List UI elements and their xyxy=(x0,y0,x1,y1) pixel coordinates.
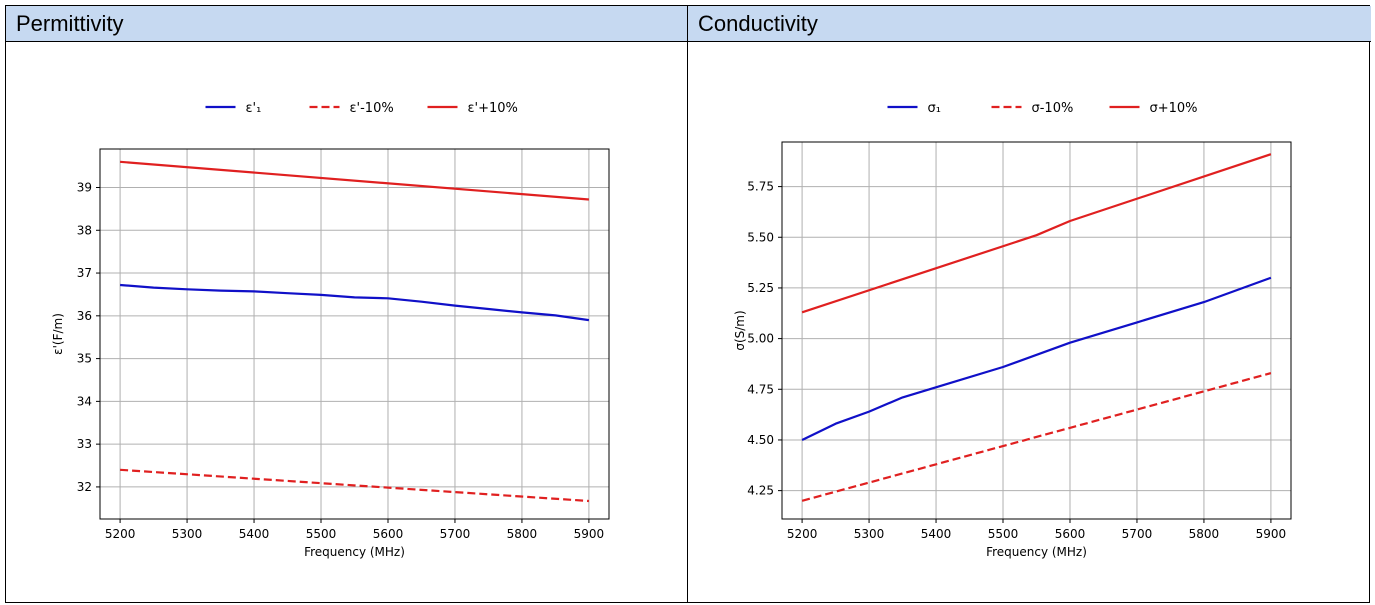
series-line xyxy=(801,276,1272,441)
y-tick-label: 5.75 xyxy=(747,180,774,194)
y-tick-label: 4.25 xyxy=(747,484,774,498)
x-tick-label: 5200 xyxy=(105,527,136,541)
conductivity-cell: 5200 5300 5400 5500 5600 5700 5800 5900 4.25 4.50… xyxy=(688,42,1371,602)
figure-table: Permittivity Conductivity 5200 5300 5400 55… xyxy=(5,5,1371,603)
y-tick-label: 4.50 xyxy=(747,433,774,447)
conductivity-header: Conductivity xyxy=(688,6,1371,42)
y-tick-label: 37 xyxy=(77,266,92,280)
x-tick-label: 5400 xyxy=(921,527,952,541)
y-tick-label: 5.50 xyxy=(747,230,774,244)
x-tick-label: 5600 xyxy=(1055,527,1086,541)
series-line xyxy=(120,468,589,503)
x-tick-label: 5900 xyxy=(1256,527,1287,541)
permittivity-header: Permittivity xyxy=(6,6,688,42)
y-tick-label: 38 xyxy=(77,223,92,237)
x-tick-label: 5900 xyxy=(574,527,605,541)
x-tick-label: 5300 xyxy=(854,527,885,541)
x-tick-label: 5500 xyxy=(988,527,1019,541)
x-tick-label: 5300 xyxy=(172,527,203,541)
legend-label: σ+10% xyxy=(1150,101,1198,116)
x-tick-label: 5800 xyxy=(1189,527,1220,541)
y-axis-label: ε'(F/m) xyxy=(51,313,65,355)
series-line xyxy=(120,283,590,322)
permittivity-cell: 5200 5300 5400 5500 5600 5700 5800 5900 32 33 34 35… xyxy=(6,42,688,602)
x-tick-label: 5700 xyxy=(440,527,471,541)
legend-label: ε'-10% xyxy=(350,101,394,116)
series-line xyxy=(120,160,589,201)
plot-frame xyxy=(781,141,1292,520)
series-line xyxy=(801,372,1272,502)
y-tick-label: 33 xyxy=(77,437,92,451)
x-tick-label: 5600 xyxy=(373,527,404,541)
plot-frame xyxy=(99,148,610,520)
y-tick-label: 34 xyxy=(77,394,92,408)
legend-label: σ-10% xyxy=(1032,101,1074,116)
y-tick-label: 5.25 xyxy=(747,281,774,295)
x-tick-label: 5700 xyxy=(1122,527,1153,541)
y-axis-label: σ(S/m) xyxy=(733,310,747,350)
y-tick-label: 32 xyxy=(77,480,92,494)
x-tick-label: 5500 xyxy=(306,527,337,541)
series-line xyxy=(801,153,1272,314)
x-tick-label: 5800 xyxy=(507,527,538,541)
x-axis-label: Frequency (MHz) xyxy=(304,545,405,559)
legend-label: ε'+10% xyxy=(468,101,518,116)
x-tick-label: 5400 xyxy=(239,527,270,541)
conductivity-chart: 5200 5300 5400 5500 5600 5700 5800 5900 4.25 4.50… xyxy=(733,101,1292,559)
y-tick-label: 4.75 xyxy=(747,382,774,396)
permittivity-chart: 5200 5300 5400 5500 5600 5700 5800 5900 32 33 34 35… xyxy=(51,101,610,559)
y-tick-label: 35 xyxy=(77,352,92,366)
y-tick-label: 36 xyxy=(77,309,92,323)
y-tick-label: 39 xyxy=(77,180,92,194)
y-tick-label: 5.00 xyxy=(747,332,774,346)
legend-label: σ₁ xyxy=(928,101,941,116)
legend-label: ε'₁ xyxy=(246,101,262,116)
x-axis-label: Frequency (MHz) xyxy=(986,545,1087,559)
x-tick-label: 5200 xyxy=(787,527,818,541)
